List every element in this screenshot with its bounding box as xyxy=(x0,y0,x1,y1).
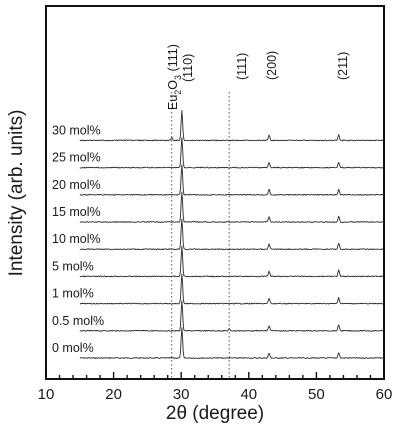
series-trace xyxy=(79,191,384,223)
x-tick-label: 40 xyxy=(240,386,257,403)
series-label: 0.5 mol% xyxy=(52,314,104,328)
peak-label-111: (111) xyxy=(235,53,249,80)
series-trace xyxy=(79,245,384,278)
peak-label-110: (110) xyxy=(181,54,195,82)
series-label: 5 mol% xyxy=(52,259,94,273)
x-axis-tick-labels: 10 20 30 40 50 60 xyxy=(38,386,393,403)
y-axis-title: Intensity (arb. units) xyxy=(6,110,27,277)
x-tick-label: 10 xyxy=(38,386,55,403)
series-trace xyxy=(79,327,384,359)
peak-label-211: (211) xyxy=(336,52,350,80)
x-axis-title: 2θ (degree) xyxy=(166,403,264,424)
series-label: 15 mol% xyxy=(52,205,101,219)
series-trace xyxy=(79,109,384,142)
series-labels: 0 mol% 0.5 mol% 1 mol% 5 mol% 10 mol% 15 mol%… xyxy=(52,123,104,355)
series-label: 1 mol% xyxy=(52,287,94,301)
series-trace xyxy=(79,164,384,196)
series-trace xyxy=(79,137,384,169)
x-tick-label: 30 xyxy=(173,386,190,403)
peak-label-200: (200) xyxy=(265,51,279,80)
series-trace xyxy=(79,273,384,305)
series-trace xyxy=(79,300,384,332)
series-label: 20 mol% xyxy=(52,178,101,192)
series-label: 30 mol% xyxy=(52,123,101,137)
series-label: 0 mol% xyxy=(52,341,94,355)
x-tick-label: 50 xyxy=(308,386,325,403)
x-axis-ticks xyxy=(45,372,385,379)
series-label: 10 mol% xyxy=(52,232,101,246)
x-tick-label: 20 xyxy=(105,386,122,403)
series-label: 25 mol% xyxy=(52,151,101,165)
x-tick-label: 60 xyxy=(376,386,393,403)
plot-frame xyxy=(45,5,385,380)
series-trace xyxy=(79,218,384,251)
series-traces xyxy=(79,109,384,359)
